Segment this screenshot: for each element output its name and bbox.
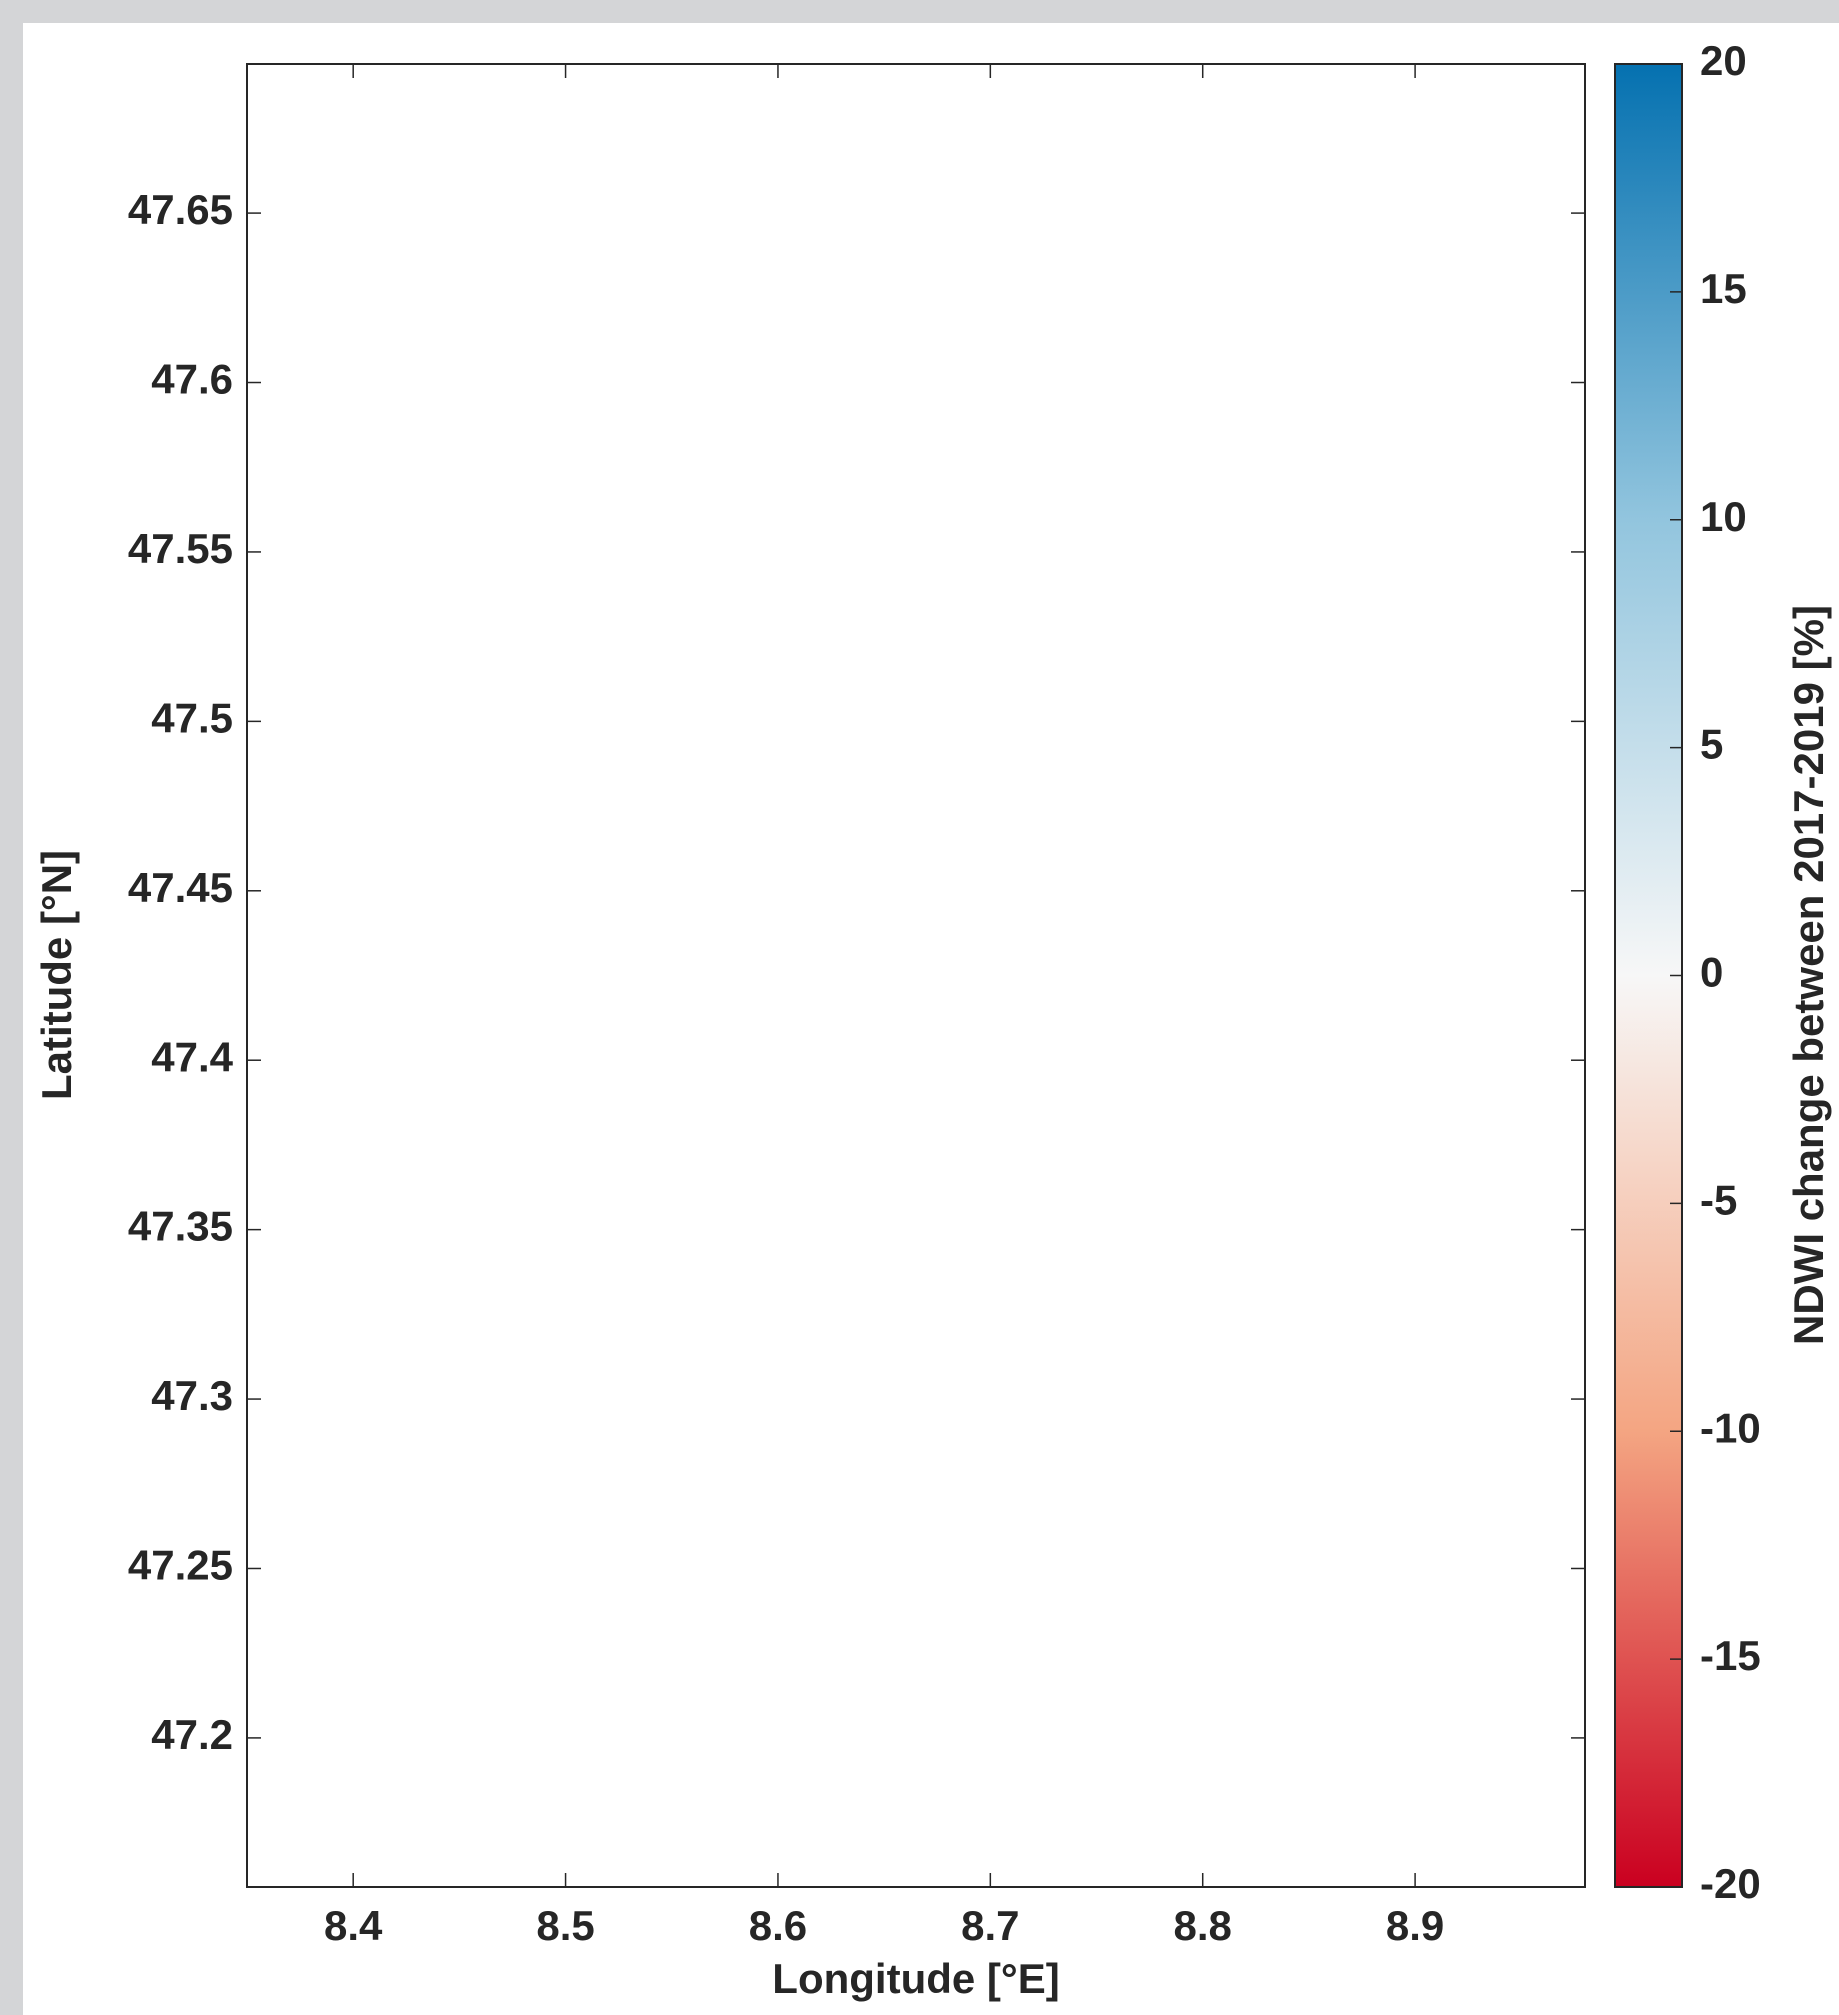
y-axis-label: Latitude [°N] xyxy=(33,850,80,1100)
y-tick-label: 47.35 xyxy=(128,1203,233,1250)
x-tick-label: 8.5 xyxy=(536,1902,594,1949)
y-tick-label: 47.6 xyxy=(151,356,233,403)
y-tick-label: 47.5 xyxy=(151,694,233,741)
x-tick-label: 8.4 xyxy=(324,1902,383,1949)
y-tick-label: 47.65 xyxy=(128,186,233,233)
y-tick-label: 47.55 xyxy=(128,525,233,572)
colorbar-tick-label: -20 xyxy=(1700,1860,1761,1907)
colorbar-tick-label: -5 xyxy=(1700,1176,1737,1223)
y-tick-label: 47.45 xyxy=(128,864,233,911)
x-tick-label: 8.8 xyxy=(1174,1902,1232,1949)
y-tick-label: 47.2 xyxy=(151,1711,233,1758)
x-axis-label: Longitude [°E] xyxy=(772,1955,1059,2002)
colorbar-label: NDWI change between 2017-2019 [%] xyxy=(1785,605,1832,1345)
colorbar-tick-label: 0 xyxy=(1700,949,1723,996)
x-tick-label: 8.7 xyxy=(961,1902,1019,1949)
colorbar-tick-label: -15 xyxy=(1700,1632,1761,1679)
y-tick-label: 47.4 xyxy=(151,1033,233,1080)
axes-box xyxy=(246,63,1586,1888)
colorbar-tick-label: 10 xyxy=(1700,493,1747,540)
colorbar-tick-label: 15 xyxy=(1700,265,1747,312)
x-tick-label: 8.6 xyxy=(749,1902,807,1949)
y-tick-label: 47.25 xyxy=(128,1542,233,1589)
x-tick-label: 8.9 xyxy=(1386,1902,1444,1949)
y-tick-label: 47.3 xyxy=(151,1372,233,1419)
colorbar-tick-label: 20 xyxy=(1700,37,1747,84)
colorbar-tick-label: -10 xyxy=(1700,1404,1761,1451)
colorbar-tick-label: 5 xyxy=(1700,721,1723,768)
